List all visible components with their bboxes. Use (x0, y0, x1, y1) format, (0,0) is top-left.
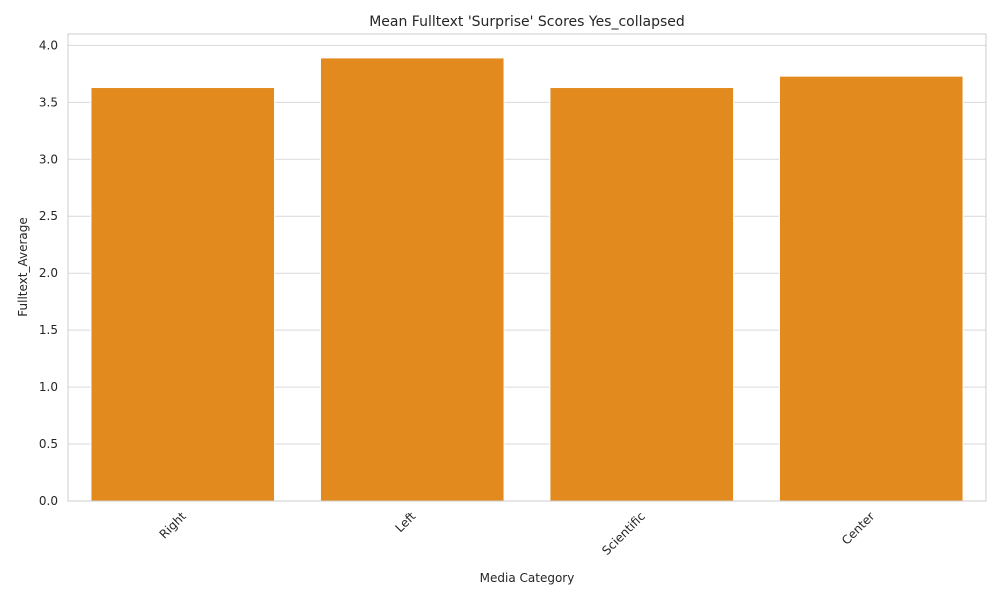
bar-scientific (549, 87, 735, 502)
bar-left (319, 57, 505, 502)
y-tick-label: 3.0 (39, 152, 58, 166)
y-tick-labels: 0.0 0.5 1.0 1.5 2.0 2.5 3.0 3.5 4.0 (39, 38, 58, 508)
y-axis-label: Fulltext_Average (16, 217, 30, 316)
y-tick-label: 0.0 (39, 494, 58, 508)
bars (90, 57, 964, 502)
plot-frame (67, 33, 987, 502)
y-tick-label: 2.5 (39, 209, 58, 223)
chart-title: Mean Fulltext 'Surprise' Scores Yes_coll… (369, 14, 685, 30)
bar-right (90, 87, 276, 502)
x-tick-labels: Right Left Scientific Center (157, 509, 878, 558)
y-tick-label: 1.5 (39, 323, 58, 337)
x-axis-label: Media Category (480, 571, 575, 585)
x-tick-label-center: Center (839, 509, 878, 548)
x-tick-label-right: Right (157, 509, 189, 541)
x-tick-label-scientific: Scientific (599, 509, 648, 558)
y-tick-label: 3.5 (39, 95, 58, 109)
y-tick-label: 2.0 (39, 266, 58, 280)
bar-center (778, 75, 964, 502)
x-tick-label-left: Left (393, 509, 419, 535)
y-tick-label: 0.5 (39, 437, 58, 451)
y-tick-label: 1.0 (39, 380, 58, 394)
y-tick-label: 4.0 (39, 38, 58, 52)
